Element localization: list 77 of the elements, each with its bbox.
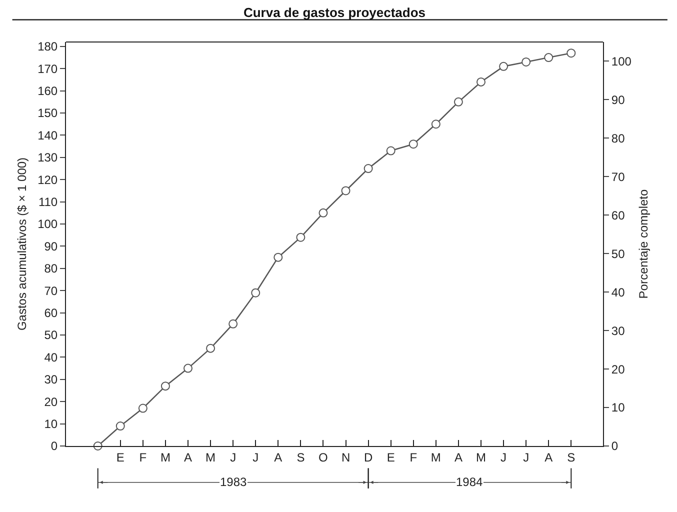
y-tick-label: 60 <box>44 306 58 320</box>
x-tick-label: F <box>139 450 147 464</box>
x-tick-label: J <box>500 450 507 464</box>
point <box>184 364 192 373</box>
y-tick-label: 120 <box>38 172 58 187</box>
y2-tick-label: 100 <box>611 54 632 68</box>
y-tick-label: 30 <box>44 372 58 387</box>
x-tick-label: A <box>454 450 462 464</box>
x-tick-label: J <box>523 450 530 464</box>
y-tick-label: 50 <box>44 328 58 342</box>
y2-tick-label: 20 <box>611 362 626 376</box>
point <box>318 208 328 218</box>
x-tick-label: M <box>476 450 486 464</box>
point <box>274 252 283 262</box>
y-tick-label: 10 <box>44 417 58 431</box>
y2-tick-label: 50 <box>611 246 626 261</box>
y-tick-label: 160 <box>38 84 58 98</box>
y-tick-label: 100 <box>38 217 58 232</box>
x-tick-label: S <box>567 450 576 464</box>
point <box>476 77 486 86</box>
y-tick-label: 110 <box>38 195 58 210</box>
point <box>499 62 508 71</box>
x-tick-label: A <box>184 450 192 464</box>
y-tick-label: 170 <box>38 62 58 76</box>
x-tick-label: J <box>252 450 259 464</box>
y-axis-title: Gastos acumulativos ($ × 1 000) <box>14 157 29 331</box>
point <box>544 53 554 62</box>
y2-tick-label: 30 <box>611 324 626 338</box>
y-tick-label: 150 <box>38 106 58 120</box>
y-tick-label: 0 <box>50 439 58 454</box>
x-tick-label: D <box>364 450 373 464</box>
y-tick-label: 80 <box>44 262 58 276</box>
point <box>386 146 396 156</box>
point <box>160 382 170 391</box>
point <box>296 232 306 242</box>
y2-axis-title: Porcentaje completo <box>636 188 651 299</box>
y2-tick-label: 40 <box>611 285 626 300</box>
point <box>522 57 531 66</box>
y2-tick-label: 10 <box>611 400 626 415</box>
y-tick-label: 180 <box>38 40 58 54</box>
x-tick-label: E <box>386 450 395 464</box>
point <box>138 404 148 413</box>
point <box>228 319 238 328</box>
y2-tick-label: 80 <box>611 131 626 146</box>
text: 1983 <box>220 475 248 489</box>
y2-tick-label: 60 <box>611 208 626 222</box>
x-tick-label: J <box>230 450 236 464</box>
point <box>206 344 216 353</box>
point <box>431 120 440 129</box>
x-tick-label: A <box>274 450 282 464</box>
y2-tick-label: 0 <box>611 439 618 454</box>
chart-title: Curva de gastos proyectados <box>243 4 426 20</box>
x-tick-label: F <box>410 450 418 464</box>
point <box>408 140 418 149</box>
x-tick-label: M <box>206 450 216 464</box>
x-tick-label: O <box>318 450 328 464</box>
point <box>251 288 260 298</box>
text: 1984 <box>456 475 484 489</box>
y-tick-label: 70 <box>44 284 58 298</box>
x-tick-label: M <box>160 450 170 464</box>
y2-tick-label: 70 <box>611 170 626 184</box>
x-tick-label: A <box>544 450 553 464</box>
point <box>454 97 463 106</box>
y-tick-label: 140 <box>38 128 58 142</box>
x-tick-label: N <box>341 450 350 464</box>
x-tick-label: E <box>116 450 124 464</box>
y-tick-label: 20 <box>44 394 58 409</box>
x-tick-label: S <box>296 450 305 464</box>
y-tick-label: 90 <box>44 239 58 254</box>
point <box>116 422 125 431</box>
point <box>341 186 350 196</box>
y2-tick-label: 90 <box>611 92 626 107</box>
x-tick-label: M <box>430 450 441 464</box>
point <box>364 164 373 174</box>
point <box>566 48 576 58</box>
y-tick-label: 40 <box>44 350 58 364</box>
y-tick-label: 130 <box>38 150 58 165</box>
